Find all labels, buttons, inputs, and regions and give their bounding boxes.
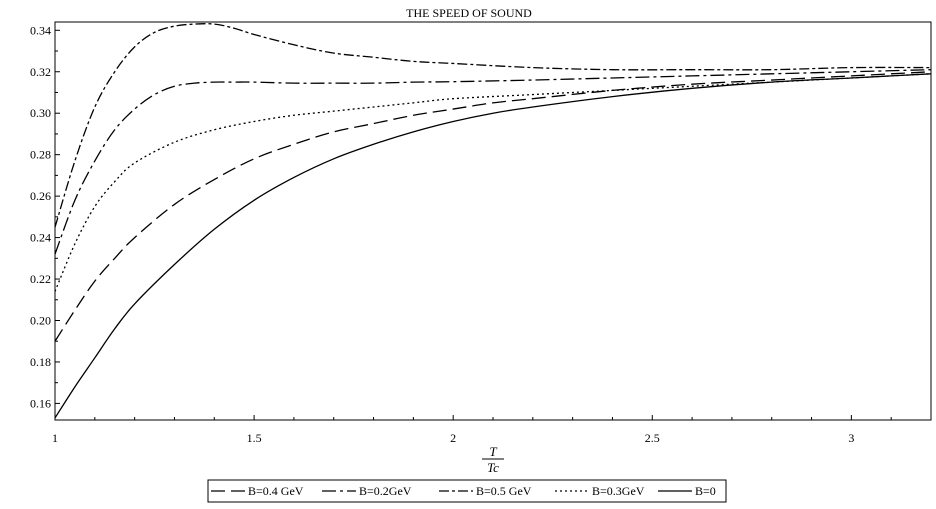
y-tick-label: 0.20 — [30, 314, 51, 328]
y-tick-label: 0.18 — [30, 355, 51, 369]
series-line-b-0-3gev — [54, 73, 932, 292]
chart-title: THE SPEED OF SOUND — [406, 6, 532, 20]
x-tick-label: 3 — [848, 431, 854, 445]
legend-label-b-0-4-gev: B=0.4 GeV — [248, 484, 304, 498]
y-tick-label: 0.30 — [30, 106, 51, 120]
legend-label-b-0-2gev: B=0.2GeV — [359, 484, 412, 498]
y-tick-label: 0.28 — [30, 148, 51, 162]
series-line-b-0-5-gev — [54, 23, 932, 228]
legend: B=0.4 GeV B=0.2GeV B=0.5 GeV B=0.3GeV B=0 — [211, 484, 716, 498]
x-tick-label: 1 — [52, 431, 58, 445]
y-tick-label: 0.34 — [30, 23, 51, 37]
y-tick-label: 0.26 — [30, 189, 51, 203]
legend-label-b-0-5-gev: B=0.5 GeV — [476, 484, 532, 498]
x-tick-label: 2 — [450, 431, 456, 445]
y-tick-label: 0.22 — [30, 272, 51, 286]
series-lines — [54, 23, 932, 419]
series-line-b-0-2gev — [54, 69, 932, 255]
plot-frame — [54, 21, 932, 421]
y-tick-label: 0.24 — [30, 231, 51, 245]
legend-label-b-0: B=0 — [695, 484, 716, 498]
x-axis-ticks: 1 1.5 2 2.5 3 — [52, 415, 892, 445]
x-tick-label: 2.5 — [645, 431, 660, 445]
legend-label-b-0-3gev: B=0.3GeV — [592, 484, 645, 498]
x-tick-label: 1.5 — [247, 431, 262, 445]
x-axis-label-denominator: Tc — [487, 460, 499, 475]
y-tick-label: 0.32 — [30, 65, 51, 79]
x-axis-label-numerator: T — [489, 444, 497, 459]
y-tick-label: 0.16 — [30, 396, 51, 410]
series-line-b-0-4-gev — [54, 71, 932, 342]
y-axis-ticks: 0.16 0.18 0.20 0.22 0.24 0.26 0.28 0.30 0.32 0.34 — [30, 23, 60, 410]
series-line-b-0 — [54, 73, 932, 419]
